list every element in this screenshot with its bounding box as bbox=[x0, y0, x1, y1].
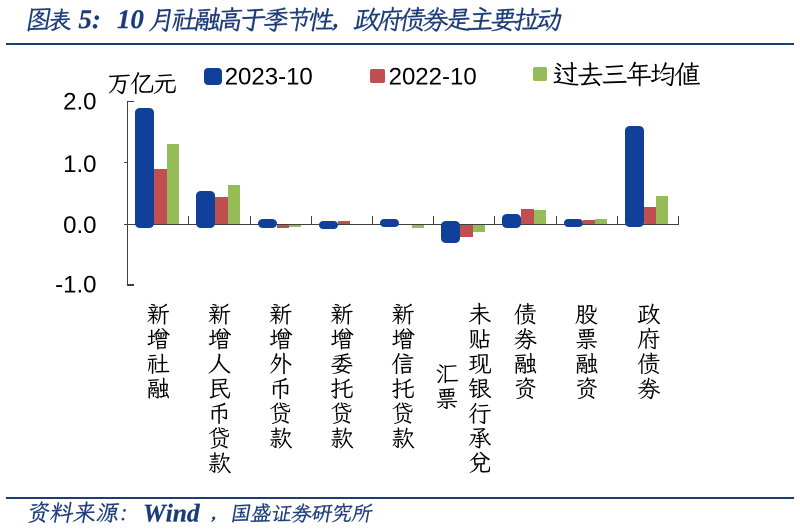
svg-text:2022-10: 2022-10 bbox=[389, 64, 477, 91]
svg-text:-1.0: -1.0 bbox=[55, 272, 96, 299]
svg-text:0.0: 0.0 bbox=[63, 212, 96, 239]
svg-text:1.0: 1.0 bbox=[63, 151, 96, 178]
svg-text:2.0: 2.0 bbox=[63, 88, 96, 115]
svg-text:2023-10: 2023-10 bbox=[225, 64, 313, 91]
